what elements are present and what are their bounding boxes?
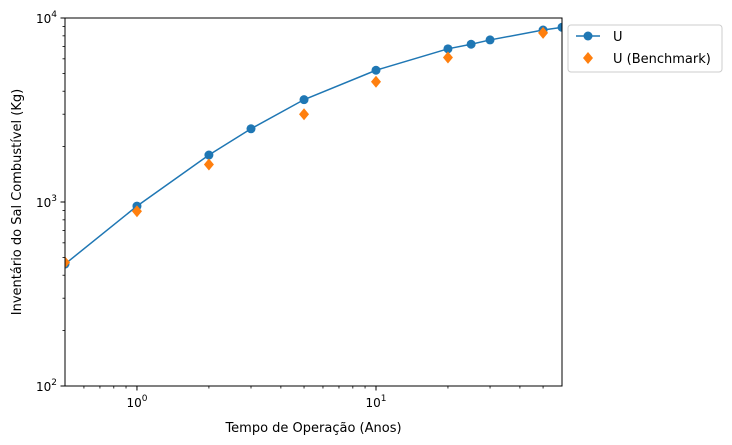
plot-frame	[64, 17, 563, 387]
legend-box	[567, 24, 723, 73]
data-point-u	[557, 22, 562, 32]
legend-label-benchmark: U (Benchmark)	[613, 52, 711, 67]
legend-marker-u	[583, 31, 593, 41]
data-point-u	[246, 124, 256, 134]
data-point-benchmark	[65, 256, 70, 269]
data-point-u	[371, 65, 381, 75]
data-point-benchmark	[370, 75, 381, 88]
data-point-benchmark	[131, 205, 142, 218]
x-tick-label: 100	[126, 394, 147, 410]
y-tick-label: 102	[36, 378, 57, 394]
data-point-u	[485, 35, 495, 45]
x-axis-label: Tempo de Operação (Anos)	[224, 421, 401, 436]
x-tick-label: 101	[365, 394, 386, 410]
data-point-benchmark	[442, 51, 453, 64]
data-point-u	[443, 44, 453, 54]
legend-marker-benchmark	[583, 52, 593, 64]
plot-area	[65, 22, 562, 269]
axis-ticks: 100 101 102 103 104	[36, 10, 544, 410]
data-point-u	[204, 150, 214, 160]
data-point-u	[299, 95, 309, 105]
legend-label-u: U	[613, 30, 623, 45]
legend: U U (Benchmark)	[567, 24, 723, 73]
data-point-benchmark	[538, 26, 549, 39]
y-axis-label: Inventário do Sal Combustível (Kg)	[10, 89, 25, 315]
y-tick-label: 103	[36, 194, 57, 210]
data-point-benchmark	[203, 158, 214, 171]
y-tick-label: 104	[36, 10, 57, 26]
data-point-u	[466, 39, 476, 49]
data-point-benchmark	[299, 108, 310, 121]
